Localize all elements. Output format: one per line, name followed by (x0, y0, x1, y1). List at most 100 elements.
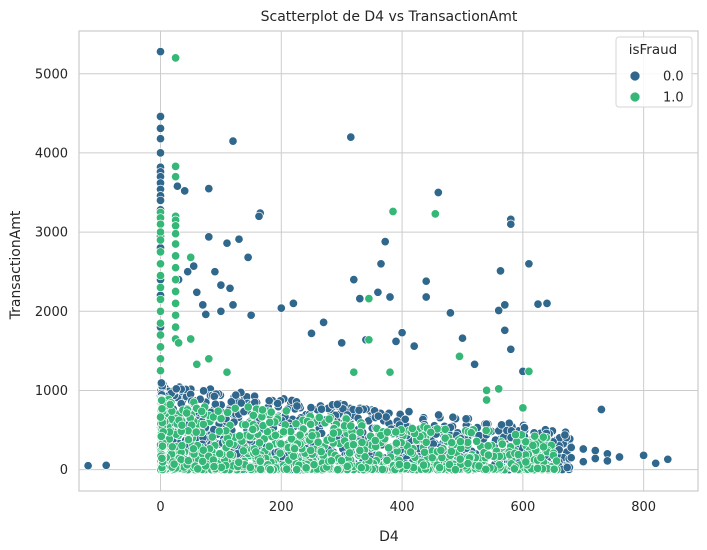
scatter-point-isfraud-1-0 (156, 412, 166, 422)
scatter-point-isfraud-1-0 (183, 435, 194, 445)
scatter-point-isfraud-1-0 (207, 432, 217, 442)
scatter-point-isfraud-1-0 (454, 351, 465, 361)
scatter-point-isfraud-0-0 (497, 420, 507, 430)
chart-title: Scatterplot de D4 vs TransactionAmt (261, 9, 518, 25)
scatter-point-isfraud-1-0 (349, 367, 359, 377)
scatter-point-isfraud-1-0 (377, 464, 387, 474)
scatter-point-isfraud-0-0 (562, 462, 572, 473)
scatter-point-isfraud-0-0 (397, 328, 407, 338)
scatter-point-isfraud-1-0 (275, 448, 285, 458)
scatter-point-isfraud-1-0 (355, 445, 365, 456)
scatter-point-isfraud-1-0 (171, 239, 181, 249)
scatter-point-isfraud-1-0 (333, 465, 343, 475)
scatter-point-isfraud-0-0 (198, 300, 208, 310)
scatter-point-isfraud-1-0 (165, 400, 175, 410)
scatter-point-isfraud-1-0 (539, 442, 549, 452)
scatter-point-isfraud-1-0 (481, 425, 491, 436)
x-tick-label: 800 (631, 500, 656, 515)
scatter-point-isfraud-0-0 (373, 411, 383, 421)
scatter-point-isfraud-1-0 (171, 221, 181, 231)
scatter-point-isfraud-1-0 (204, 354, 214, 364)
scatter-point-isfraud-1-0 (292, 465, 302, 475)
scatter-point-isfraud-1-0 (171, 310, 181, 320)
scatter-point-isfraud-0-0 (500, 325, 510, 335)
scatter-point-isfraud-1-0 (245, 462, 255, 473)
scatter-point-isfraud-1-0 (155, 219, 166, 229)
scatter-point-isfraud-0-0 (421, 276, 431, 286)
scatter-point-isfraud-1-0 (290, 444, 300, 454)
scatter-point-isfraud-1-0 (155, 306, 166, 316)
scatter-point-isfraud-0-0 (470, 359, 480, 369)
scatter-point-isfraud-1-0 (307, 431, 317, 441)
points-layer (83, 47, 673, 475)
scatter-point-isfraud-0-0 (288, 298, 298, 308)
scatter-point-isfraud-1-0 (384, 443, 394, 453)
scatter-point-isfraud-0-0 (204, 232, 214, 242)
scatter-point-isfraud-1-0 (186, 334, 196, 344)
scatter-point-isfraud-1-0 (155, 366, 166, 376)
scatter-point-isfraud-1-0 (309, 460, 319, 470)
scatter-point-isfraud-0-0 (506, 219, 516, 229)
x-tick-label: 400 (390, 500, 415, 515)
scatter-point-isfraud-0-0 (180, 186, 190, 196)
scatter-point-isfraud-1-0 (440, 433, 450, 443)
scatter-point-isfraud-1-0 (155, 235, 166, 245)
scatter-point-isfraud-1-0 (455, 454, 465, 464)
scatter-point-isfraud-1-0 (171, 53, 181, 63)
scatter-point-isfraud-1-0 (198, 419, 208, 429)
scatter-point-isfraud-1-0 (426, 427, 436, 437)
scatter-point-isfraud-1-0 (450, 465, 460, 475)
scatter-point-isfraud-0-0 (433, 187, 443, 198)
scatter-point-isfraud-0-0 (101, 460, 111, 470)
scatter-point-isfraud-1-0 (186, 252, 196, 262)
scatter-point-isfraud-1-0 (466, 428, 476, 438)
scatter-point-isfraud-0-0 (155, 111, 166, 122)
scatter-point-isfraud-1-0 (314, 412, 324, 423)
scatter-point-isfraud-1-0 (391, 438, 401, 448)
scatter-point-isfraud-0-0 (254, 211, 264, 221)
scatter-point-isfraud-0-0 (590, 453, 600, 464)
scatter-point-isfraud-0-0 (337, 338, 347, 348)
scatter-point-isfraud-0-0 (434, 410, 444, 420)
scatter-point-isfraud-1-0 (316, 447, 326, 457)
scatter-point-isfraud-0-0 (171, 384, 181, 394)
axes-frame (78, 30, 699, 492)
scatter-point-isfraud-1-0 (356, 463, 366, 473)
scatter-point-isfraud-1-0 (407, 423, 417, 434)
scatter-point-isfraud-1-0 (214, 426, 224, 436)
scatter-point-isfraud-0-0 (566, 453, 576, 463)
y-tick-label: 1000 (35, 384, 68, 399)
scatter-point-isfraud-1-0 (155, 330, 166, 340)
scatter-point-isfraud-1-0 (156, 431, 166, 441)
scatter-point-isfraud-1-0 (406, 447, 416, 457)
scatter-point-isfraud-0-0 (445, 308, 455, 318)
scatter-point-isfraud-0-0 (542, 298, 552, 308)
scatter-point-isfraud-1-0 (288, 451, 299, 461)
scatter-point-isfraud-0-0 (199, 386, 209, 396)
scatter-point-isfraud-1-0 (171, 161, 181, 171)
scatter-point-isfraud-0-0 (500, 300, 510, 310)
scatter-point-isfraud-1-0 (463, 458, 473, 469)
x-tick-label: 0 (156, 500, 164, 515)
x-tick-label: 600 (510, 500, 535, 515)
scatter-point-isfraud-1-0 (213, 406, 223, 416)
x-axis-label: D4 (379, 529, 399, 545)
scatter-point-isfraud-0-0 (380, 237, 390, 247)
scatter-point-isfraud-1-0 (157, 404, 167, 414)
scatter-point-isfraud-1-0 (497, 439, 507, 449)
scatter-point-isfraud-1-0 (216, 414, 226, 424)
scatter-point-isfraud-1-0 (254, 438, 265, 448)
scatter-point-isfraud-1-0 (243, 402, 253, 412)
scatter-point-isfraud-1-0 (482, 385, 492, 395)
scatter-point-isfraud-1-0 (419, 447, 430, 457)
scatter-point-isfraud-1-0 (444, 460, 455, 470)
scatter-point-isfraud-0-0 (155, 148, 166, 158)
scatter-point-isfraud-1-0 (301, 463, 311, 473)
scatter-point-isfraud-0-0 (578, 444, 588, 454)
scatter-point-isfraud-1-0 (270, 430, 280, 440)
scatter-point-isfraud-1-0 (427, 453, 437, 463)
scatter-point-isfraud-1-0 (265, 465, 275, 475)
scatter-point-isfraud-1-0 (155, 342, 166, 352)
scatter-point-isfraud-1-0 (518, 403, 528, 413)
